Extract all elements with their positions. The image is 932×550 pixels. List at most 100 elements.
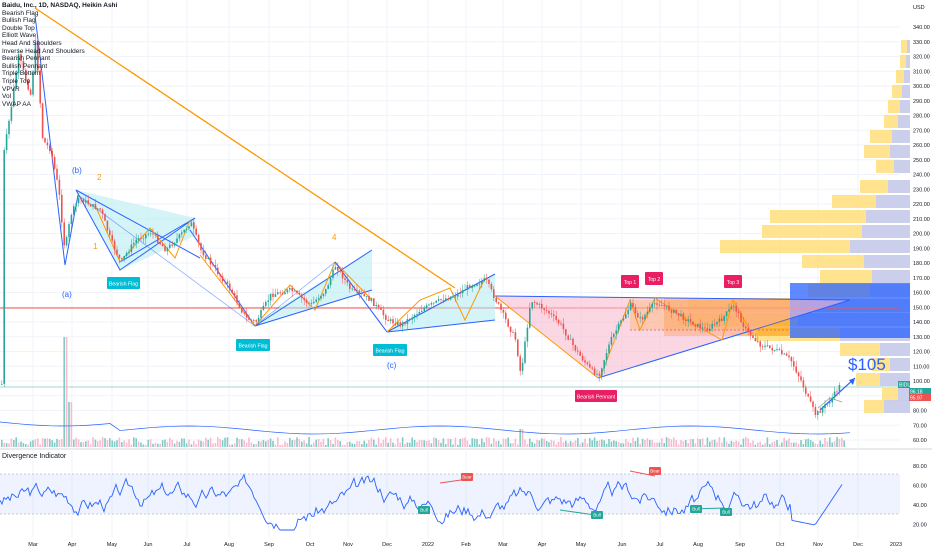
bearish-pennant-label[interactable]: Bearish Pennant — [575, 390, 617, 402]
volume-bar — [565, 440, 567, 447]
volume-bar — [178, 441, 181, 447]
div-badge[interactable] — [720, 508, 732, 516]
indicator-item[interactable]: Bearish Pennant — [2, 55, 51, 63]
volume-bar — [118, 437, 121, 447]
indicator-item[interactable]: Vol — [2, 93, 12, 101]
volume-bar — [646, 438, 649, 447]
candle-body — [617, 323, 620, 331]
candles[interactable] — [1, 36, 841, 420]
candle-body — [361, 293, 363, 295]
candle-body — [716, 321, 718, 325]
volume-bar — [807, 438, 809, 447]
candle-body — [382, 309, 385, 316]
volume-bar — [82, 442, 85, 447]
candle-body — [85, 200, 87, 203]
volume-bar — [752, 440, 754, 447]
volume-bar — [77, 439, 80, 447]
candle-body — [185, 228, 188, 230]
volume-bar — [608, 438, 610, 447]
volume-bar — [37, 438, 39, 447]
indicator-item[interactable]: Double Top — [2, 24, 35, 32]
volume-bar — [250, 442, 253, 447]
indicator-item[interactable]: Bullish Flag — [2, 17, 36, 25]
volume-bar — [831, 442, 833, 447]
volume-bar — [293, 439, 296, 447]
candle-body — [154, 234, 157, 236]
volume-bar — [97, 441, 99, 447]
time-axis[interactable]: Mar Apr May Jun Jul Aug Sep Oct Nov Dec 2022 Feb Mar… — [28, 542, 902, 548]
candle-body — [697, 323, 699, 327]
indicator-item[interactable]: Inverse Head And Shoulders — [2, 47, 85, 55]
price-tag-text: 95.97 — [910, 396, 923, 402]
candle-body — [243, 312, 245, 314]
volume-bar — [533, 443, 536, 447]
indicator-item[interactable]: Triple Top — [2, 77, 31, 85]
div-badge[interactable] — [690, 505, 702, 513]
downtrend-line[interactable] — [34, 7, 456, 289]
symbol-line[interactable]: Baidu, Inc., 1D, NASDAQ, Heikin Ashi — [2, 2, 118, 9]
div-badge[interactable] — [591, 511, 603, 519]
candle-body — [97, 208, 99, 210]
volume-bar — [217, 437, 219, 447]
div-badge[interactable] — [418, 506, 430, 514]
osc-band — [0, 474, 900, 514]
indicator-item[interactable]: Elliott Wave — [2, 32, 37, 40]
top-2-label[interactable]: Top 2 — [645, 272, 663, 285]
top-1-label[interactable]: Top 1 — [621, 275, 639, 288]
candle-body — [298, 292, 301, 295]
candle-body — [272, 293, 274, 297]
indicator-item[interactable]: Bearish Flag — [2, 9, 39, 17]
candle-body — [5, 134, 8, 150]
time-tick: Mar — [28, 542, 38, 548]
volume-bar — [548, 442, 550, 447]
volume-bar — [116, 440, 118, 447]
pennant-upper[interactable] — [494, 295, 851, 301]
div-badge[interactable] — [461, 473, 473, 481]
bearish-flag-label-3[interactable]: Bearish Flag — [373, 344, 407, 356]
volume-bar — [656, 442, 658, 447]
volume-bar — [173, 443, 176, 447]
candle-body — [521, 362, 524, 371]
candle-body — [212, 264, 214, 266]
flag-3-lower[interactable] — [386, 319, 496, 333]
indicator-item[interactable]: Triple Bottom — [2, 70, 41, 78]
indicator-item[interactable]: VWAP AA — [2, 100, 31, 108]
oscillator-axis[interactable]: 80.00 60.00 40.00 20.00 — [913, 464, 927, 529]
volume-bar — [507, 437, 509, 447]
flag-1-edge[interactable] — [75, 189, 196, 271]
oscillator-title[interactable]: Divergence Indicator — [2, 453, 67, 460]
volume-bar — [353, 443, 356, 447]
oscillator-pane[interactable] — [0, 450, 900, 538]
price-axis[interactable]: USD 340.00 330.00 320.00 310.00 300.00 290.00… — [913, 5, 930, 444]
candle-body — [649, 307, 651, 312]
candle-body — [538, 303, 541, 305]
candle-body — [296, 290, 298, 293]
div-badge[interactable] — [649, 467, 661, 475]
indicator-item[interactable]: VPVR — [2, 85, 20, 93]
volume-bar — [315, 439, 317, 447]
top-3-label[interactable]: Top 3 — [724, 275, 742, 288]
candle-body — [632, 302, 634, 308]
volume-bar — [555, 444, 557, 447]
target-arrow[interactable] — [819, 377, 856, 411]
candle-body — [221, 276, 224, 282]
bearish-flag-label-1[interactable]: Bearish Flag — [107, 277, 140, 289]
svg-text:Bearish Pennant: Bearish Pennant — [577, 395, 616, 401]
volume-bar — [46, 438, 49, 447]
candle-body — [725, 311, 728, 316]
flag-2-upper[interactable] — [254, 249, 373, 327]
divergence-oscillator[interactable]: Bear Bear Bull Bull Bull Bull — [0, 467, 900, 531]
volume-bar — [622, 443, 625, 447]
volume-bar — [418, 440, 421, 447]
indicator-item[interactable]: Head And Shoulders — [2, 39, 62, 47]
candle-body — [351, 288, 353, 290]
pennant-lower[interactable] — [597, 299, 851, 379]
candle-body — [526, 327, 529, 342]
candle-body — [349, 282, 351, 289]
bearish-flag-label-2[interactable]: Bearish Flag — [236, 339, 270, 351]
candle-body — [771, 347, 773, 351]
volume-bar — [389, 438, 392, 447]
div-badge-text: Bull — [692, 507, 700, 512]
indicator-item[interactable]: Bullish Pennant — [2, 62, 48, 70]
